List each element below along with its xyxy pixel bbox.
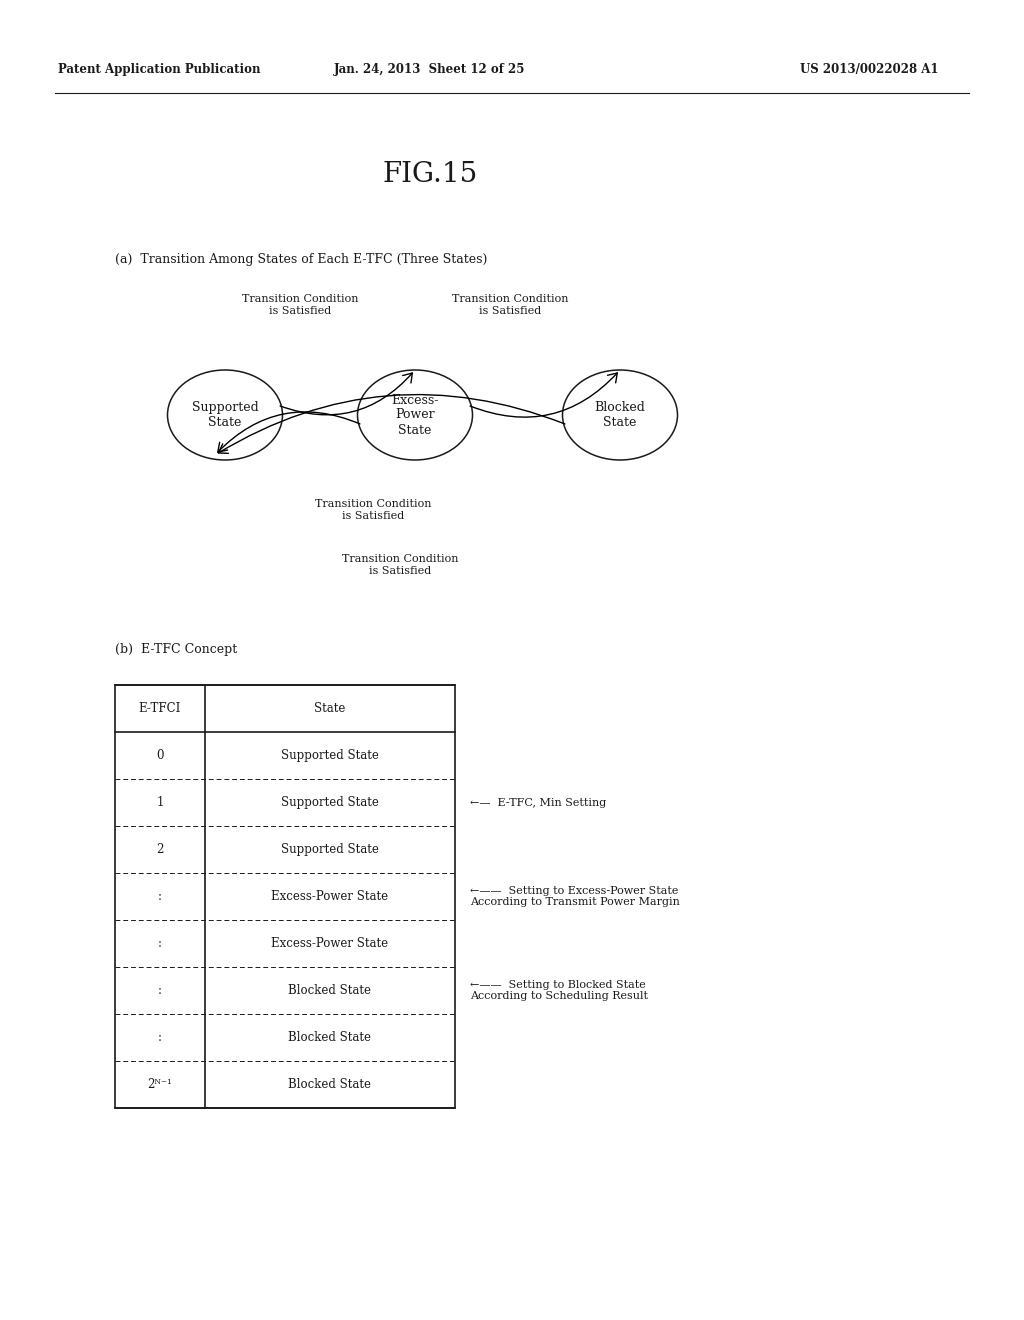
Text: Blocked State: Blocked State <box>289 983 372 997</box>
Text: (a)  Transition Among States of Each E-TFC (Three States): (a) Transition Among States of Each E-TF… <box>115 253 487 267</box>
Text: :: : <box>158 983 162 997</box>
FancyArrowPatch shape <box>218 395 565 453</box>
Text: 0: 0 <box>157 748 164 762</box>
Text: Patent Application Publication: Patent Application Publication <box>58 63 260 77</box>
Text: Blocked State: Blocked State <box>289 1031 372 1044</box>
Text: E-TFCI: E-TFCI <box>139 702 181 715</box>
Text: Excess-
Power
State: Excess- Power State <box>391 393 438 437</box>
Text: :: : <box>158 937 162 950</box>
Text: Blocked State: Blocked State <box>289 1078 372 1092</box>
Text: 2: 2 <box>157 843 164 855</box>
Text: ←——  Setting to Blocked State
According to Scheduling Result: ←—— Setting to Blocked State According t… <box>470 979 648 1002</box>
Text: ←——  Setting to Excess-Power State
According to Transmit Power Margin: ←—— Setting to Excess-Power State Accord… <box>470 886 680 907</box>
Text: :: : <box>158 890 162 903</box>
Text: FIG.15: FIG.15 <box>382 161 477 189</box>
Text: 1: 1 <box>157 796 164 809</box>
Text: Transition Condition
is Satisfied: Transition Condition is Satisfied <box>342 554 459 576</box>
Text: Supported
State: Supported State <box>191 401 258 429</box>
Text: (b)  E-TFC Concept: (b) E-TFC Concept <box>115 644 238 656</box>
Text: Supported State: Supported State <box>281 843 379 855</box>
FancyArrowPatch shape <box>470 374 617 417</box>
Text: Transition Condition
is Satisfied: Transition Condition is Satisfied <box>315 499 431 521</box>
Text: Blocked
State: Blocked State <box>595 401 645 429</box>
FancyArrowPatch shape <box>281 374 413 414</box>
Text: Excess-Power State: Excess-Power State <box>271 937 388 950</box>
Text: US 2013/0022028 A1: US 2013/0022028 A1 <box>800 63 939 77</box>
FancyArrowPatch shape <box>218 412 360 453</box>
Text: Excess-Power State: Excess-Power State <box>271 890 388 903</box>
Text: Supported State: Supported State <box>281 796 379 809</box>
Text: Transition Condition
is Satisfied: Transition Condition is Satisfied <box>452 294 568 315</box>
Text: Jan. 24, 2013  Sheet 12 of 25: Jan. 24, 2013 Sheet 12 of 25 <box>334 63 525 77</box>
Text: Supported State: Supported State <box>281 748 379 762</box>
Text: :: : <box>158 1031 162 1044</box>
Text: Transition Condition
is Satisfied: Transition Condition is Satisfied <box>242 294 358 315</box>
Text: State: State <box>314 702 346 715</box>
Text: 2ᴺ⁻¹: 2ᴺ⁻¹ <box>147 1078 172 1092</box>
Text: ←—  E-TFC, Min Setting: ←— E-TFC, Min Setting <box>470 797 606 808</box>
Bar <box>115 685 455 1107</box>
